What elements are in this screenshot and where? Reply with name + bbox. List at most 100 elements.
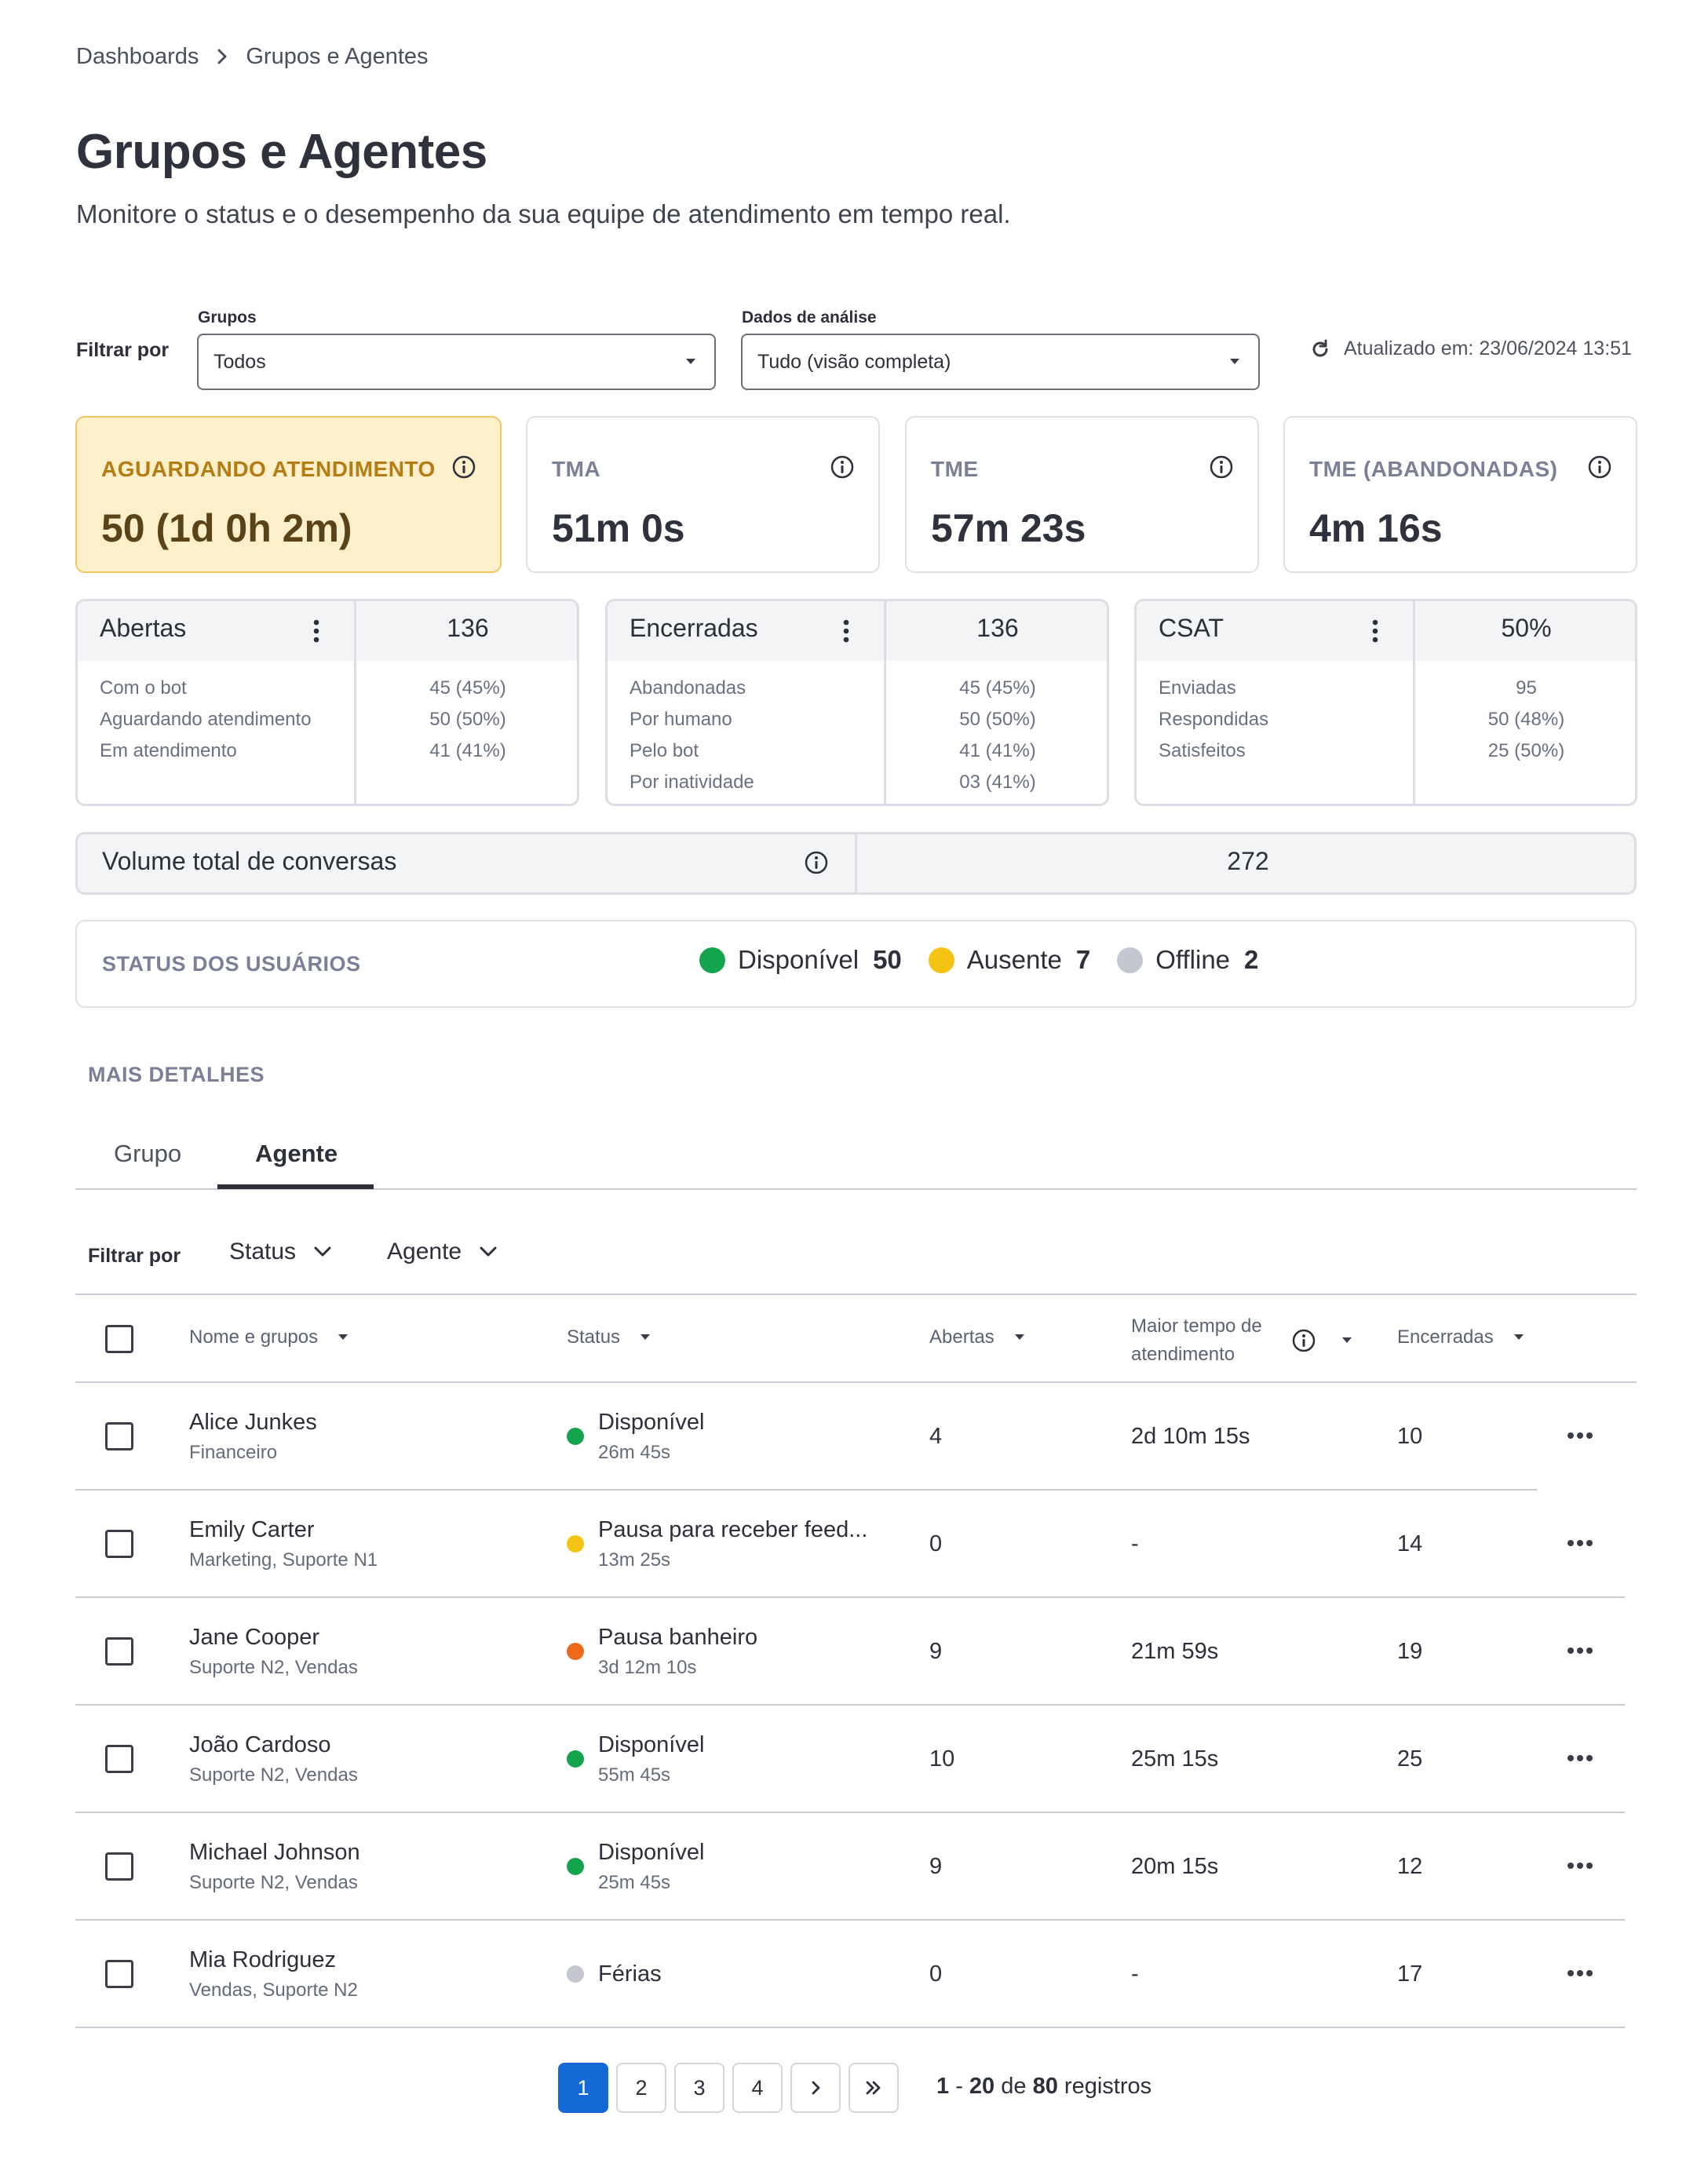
- agent-name[interactable]: Alice Junkes: [189, 1410, 317, 1435]
- caret-down-icon[interactable]: [1341, 1337, 1353, 1345]
- column-header-name[interactable]: Nome e grupos: [189, 1326, 349, 1348]
- closed-count: 25: [1397, 1746, 1423, 1772]
- kpi-value: 4m 16s: [1309, 506, 1443, 550]
- caret-down-icon: [639, 1334, 651, 1341]
- status-duration: 25m 45s: [598, 1872, 671, 1893]
- caret-down-icon: [1013, 1334, 1026, 1341]
- table-row[interactable]: Mia Rodriguez Vendas, Suporte N2 Férias …: [0, 1921, 1708, 2027]
- stat-row-value: 03 (41%): [959, 772, 1036, 793]
- select-all-checkbox[interactable]: [105, 1325, 133, 1353]
- stat-row-label: Enviadas: [1159, 677, 1236, 699]
- status-dot: [567, 1428, 584, 1445]
- agent-status: Pausa banheiro: [598, 1625, 758, 1650]
- kebab-menu-icon[interactable]: [1370, 618, 1380, 644]
- page-subtitle: Monitore o status e o desempenho da sua …: [76, 199, 1011, 228]
- page-4-button[interactable]: 4: [732, 2063, 783, 2113]
- stat-closed: Encerradas 136 Abandonadas Por humano Pe…: [605, 599, 1109, 806]
- info-icon[interactable]: [804, 850, 829, 875]
- refresh-icon[interactable]: [1309, 338, 1331, 360]
- page-3-button[interactable]: 3: [674, 2063, 724, 2113]
- stat-total: 50%: [1501, 614, 1552, 642]
- column-header-status[interactable]: Status: [567, 1326, 651, 1348]
- stat-title: Encerradas: [630, 614, 758, 642]
- available-count: 50: [873, 945, 902, 974]
- offline-count: 2: [1244, 945, 1259, 974]
- filter-label: Filtrar por: [76, 339, 170, 361]
- active-tab-indicator: [217, 1184, 374, 1189]
- stat-row-value: 50 (48%): [1487, 709, 1565, 730]
- breadcrumb: Dashboards Grupos e Agentes: [76, 42, 429, 71]
- more-options-icon[interactable]: [1567, 1862, 1593, 1870]
- caret-down-icon: [337, 1334, 349, 1341]
- analysis-select[interactable]: Tudo (visão completa): [741, 334, 1260, 390]
- breadcrumb-dashboards-link[interactable]: Dashboards: [76, 43, 199, 69]
- caret-down-icon: [1513, 1334, 1525, 1341]
- analysis-label: Dados de análise: [742, 308, 877, 327]
- stat-total: 136: [976, 614, 1019, 642]
- page-2-button[interactable]: 2: [616, 2063, 666, 2113]
- stat-title: Abertas: [100, 614, 187, 642]
- more-options-icon[interactable]: [1567, 1539, 1593, 1547]
- row-checkbox[interactable]: [105, 1960, 133, 1988]
- agent-name[interactable]: Mia Rodriguez: [189, 1947, 336, 1972]
- stat-row-value: 95: [1516, 677, 1537, 699]
- kebab-menu-icon[interactable]: [841, 618, 851, 644]
- row-checkbox[interactable]: [105, 1422, 133, 1450]
- caret-down-icon: [1228, 358, 1241, 366]
- kpi-tme: TME 57m 23s: [905, 416, 1259, 573]
- table-row[interactable]: Alice Junkes Financeiro Disponível 26m 4…: [0, 1383, 1708, 1490]
- longest-time: 20m 15s: [1131, 1854, 1219, 1879]
- stat-total: 136: [447, 614, 489, 642]
- agent-status: Disponível: [598, 1840, 705, 1865]
- column-header-open[interactable]: Abertas: [929, 1326, 1026, 1348]
- info-icon[interactable]: [830, 454, 855, 480]
- info-icon[interactable]: [1587, 454, 1612, 480]
- available-status-dot: [699, 947, 725, 973]
- open-count: 9: [929, 1854, 943, 1879]
- closed-count: 12: [1397, 1854, 1423, 1879]
- row-checkbox[interactable]: [105, 1745, 133, 1773]
- updated-text: Atualizado em: 23/06/2024 13:51: [1344, 338, 1632, 359]
- page-1-button[interactable]: 1: [558, 2063, 608, 2113]
- more-options-icon[interactable]: [1567, 1647, 1593, 1655]
- row-checkbox[interactable]: [105, 1852, 133, 1881]
- tab-agent[interactable]: Agente: [255, 1140, 338, 1167]
- column-header-closed[interactable]: Encerradas: [1397, 1326, 1525, 1348]
- analysis-select-value: Tudo (visão completa): [757, 350, 951, 373]
- column-header-longest[interactable]: Maior tempo de atendimento: [1131, 1312, 1262, 1369]
- column-header-label: Abertas: [929, 1326, 995, 1348]
- last-page-button[interactable]: [849, 2063, 899, 2113]
- agent-name[interactable]: Michael Johnson: [189, 1840, 360, 1865]
- kpi-value: 57m 23s: [931, 506, 1086, 550]
- stat-row-value: 50 (50%): [429, 709, 506, 730]
- status-filter-dropdown[interactable]: Status: [229, 1239, 332, 1265]
- info-icon[interactable]: [1291, 1328, 1316, 1353]
- closed-count: 17: [1397, 1961, 1423, 1987]
- agent-name[interactable]: João Cardoso: [189, 1732, 331, 1757]
- next-page-button[interactable]: [790, 2063, 841, 2113]
- info-icon[interactable]: [1209, 454, 1234, 480]
- info-icon[interactable]: [451, 454, 476, 480]
- stat-row-value: 41 (41%): [959, 740, 1036, 761]
- table-row[interactable]: Jane Cooper Suporte N2, Vendas Pausa ban…: [0, 1598, 1708, 1705]
- agent-filter-dropdown[interactable]: Agente: [387, 1239, 498, 1265]
- stat-row-label: Por humano: [630, 709, 732, 730]
- table-row[interactable]: Michael Johnson Suporte N2, Vendas Dispo…: [0, 1813, 1708, 1920]
- total-records: 80: [1032, 2074, 1058, 2099]
- tab-group[interactable]: Grupo: [114, 1140, 182, 1167]
- agent-name[interactable]: Emily Carter: [189, 1517, 315, 1542]
- column-header-label: Status: [567, 1326, 621, 1348]
- row-checkbox[interactable]: [105, 1637, 133, 1666]
- row-checkbox[interactable]: [105, 1530, 133, 1558]
- agent-groups: Financeiro: [189, 1442, 278, 1463]
- table-row[interactable]: Emily Carter Marketing, Suporte N1 Pausa…: [0, 1491, 1708, 1597]
- kebab-menu-icon[interactable]: [312, 618, 321, 644]
- agent-name[interactable]: Jane Cooper: [189, 1625, 320, 1650]
- stat-row-label: Por inatividade: [630, 772, 754, 793]
- more-options-icon[interactable]: [1567, 1969, 1593, 1977]
- more-options-icon[interactable]: [1567, 1432, 1593, 1439]
- stat-row-label: Abandonadas: [630, 677, 746, 699]
- groups-select[interactable]: Todos: [197, 334, 716, 390]
- table-row[interactable]: João Cardoso Suporte N2, Vendas Disponív…: [0, 1706, 1708, 1812]
- more-options-icon[interactable]: [1567, 1754, 1593, 1762]
